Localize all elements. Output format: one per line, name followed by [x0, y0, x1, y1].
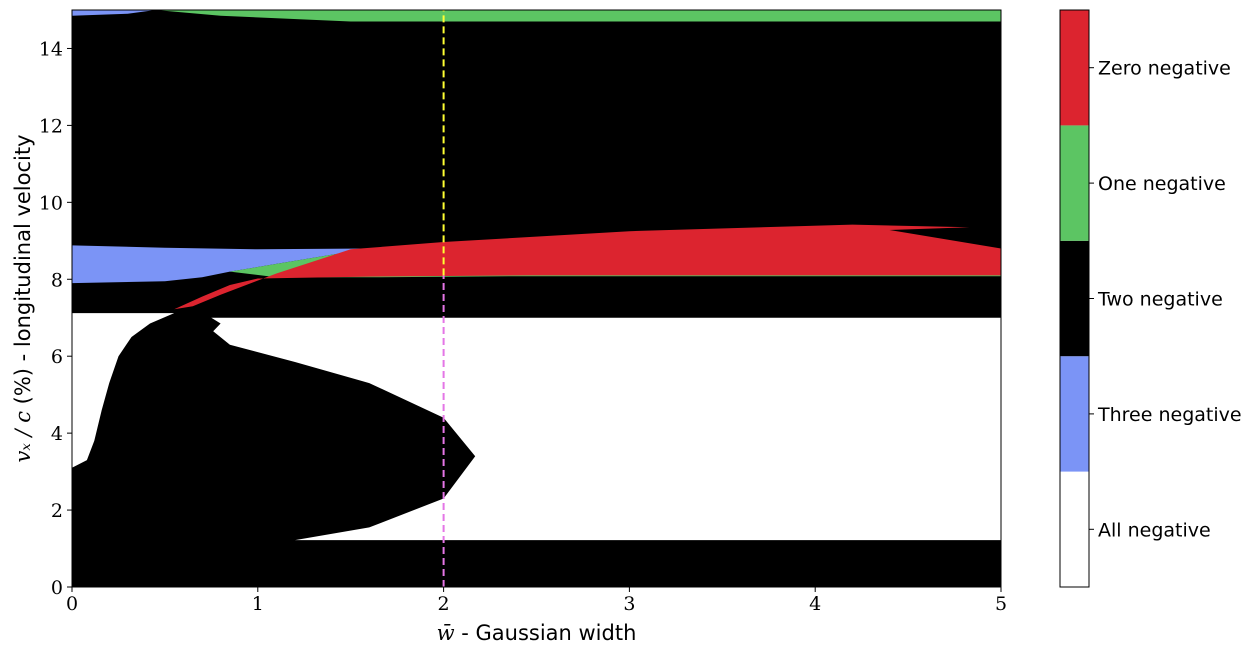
x-tick-label: 4: [809, 593, 821, 615]
colorbar-label: Three negative: [1097, 404, 1242, 426]
x-tick-label: 1: [252, 593, 264, 615]
x-tick-label: 2: [438, 593, 450, 615]
x-tick-label: 3: [623, 593, 635, 615]
region-three-negative-4: [72, 245, 370, 284]
y-axis-label: vₓ / c (%) - longitudinal velocity: [11, 134, 35, 462]
y-tick-label: 6: [51, 346, 63, 368]
colorbar-swatch-two-negative: [1060, 240, 1089, 357]
region-zero-negative-6: [174, 224, 1001, 310]
colorbar-label: One negative: [1098, 173, 1226, 195]
colorbar-frame: [1059, 9, 1090, 588]
colorbar-swatch-one-negative: [1060, 125, 1089, 241]
y-tick-label: 10: [39, 192, 63, 214]
colorbar-swatch-zero-negative: [1060, 10, 1089, 126]
region-all-negative-1: [211, 317, 1002, 541]
y-axis-ticks: 0 2 4 6 8 10 12 14: [39, 38, 72, 599]
colorbar-label: Two negative: [1097, 289, 1223, 311]
plot-regions: [72, 10, 1002, 587]
x-axis-ticks: 0 1 2 3 4 5: [66, 587, 1007, 615]
colorbar-swatch-all-negative: [1060, 471, 1089, 587]
colorbar-label: All negative: [1098, 519, 1211, 541]
region-all-negative-0: [72, 313, 175, 468]
x-axis-label: w̄ - Gaussian width: [437, 621, 637, 645]
x-tick-label: 5: [995, 593, 1007, 615]
x-tick-label: 0: [66, 593, 78, 615]
region-three-negative-2: [72, 10, 156, 16]
y-tick-label: 2: [51, 500, 63, 522]
region-one-negative-3: [155, 10, 1002, 22]
plot-frame: [71, 9, 1002, 588]
y-tick-label: 14: [39, 38, 63, 60]
colorbar-label: Zero negative: [1098, 58, 1231, 80]
y-tick-label: 8: [51, 269, 63, 291]
colorbar: All negative Three negative Two negative On…: [1059, 9, 1242, 588]
y-tick-label: 0: [51, 577, 63, 599]
colorbar-swatch-three-negative: [1060, 356, 1089, 472]
y-tick-label: 12: [39, 115, 63, 137]
y-tick-label: 4: [51, 423, 63, 445]
